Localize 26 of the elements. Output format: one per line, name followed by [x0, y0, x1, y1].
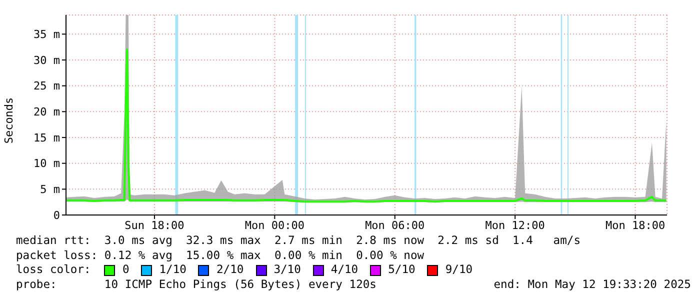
text: end: Mon May 12 19:33:20 2025	[494, 278, 691, 292]
y-tick-label: 20 m	[34, 106, 60, 119]
legend-label: 5/10	[388, 263, 416, 278]
legend-label: 2/10	[216, 263, 244, 278]
legend-title: loss color:	[16, 263, 92, 278]
text: median rtt: 3.0 ms avg 32.3 ms max 2.7 ms min 2.8 ms now 2.2 ms sd 1.4 am/s	[16, 234, 582, 248]
text: packet loss: 0.12 % avg 15.00 % max 0.00 % min 0.00 % now	[16, 248, 426, 263]
x-tick-label: Mon 18:00	[605, 218, 666, 232]
legend-label: 3/10	[274, 263, 301, 278]
y-tick-label: 5 m	[40, 183, 60, 196]
y-tick-label: 0	[53, 208, 60, 222]
y-tick-label: 35 m	[34, 28, 60, 42]
legend-label: 0	[122, 263, 130, 278]
y-tick-label: 10 m	[34, 157, 60, 170]
x-tick-label: Sun 18:00	[124, 218, 184, 232]
x-tick-label: Mon 06:00	[365, 218, 425, 232]
text: probe: 10 ICMP Echo Pings (56 Bytes) every 120s	[16, 278, 376, 292]
y-tick-label: 30 m	[34, 54, 60, 67]
legend-label: 1/10	[159, 263, 186, 278]
x-tick-label: Mon 00:00	[244, 218, 304, 232]
legend-label: 9/10	[445, 263, 473, 278]
legend-label: 4/10	[330, 263, 358, 278]
y-tick-label: 25 m	[34, 80, 60, 93]
y-axis-title: Seconds	[2, 96, 16, 144]
y-tick-label: 15 m	[34, 131, 60, 144]
x-tick-label: Mon 12:00	[485, 218, 545, 232]
